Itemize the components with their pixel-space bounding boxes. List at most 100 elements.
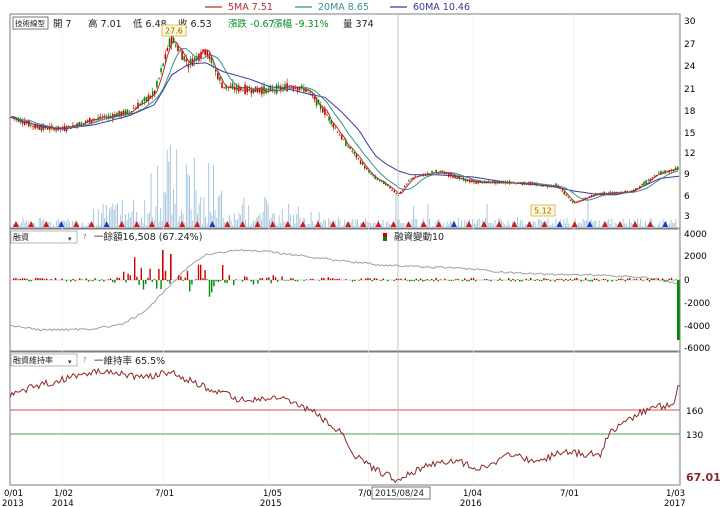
event-marker — [420, 221, 427, 227]
volume-bar — [48, 222, 50, 228]
volume-bar — [385, 222, 387, 228]
event-marker — [73, 221, 80, 227]
volume-bar — [614, 222, 616, 228]
help-icon[interactable]: ? — [83, 356, 87, 364]
candle-body — [181, 51, 183, 60]
margin-change-bar — [547, 279, 549, 280]
margin-change-bar — [21, 278, 24, 280]
volume-bar — [520, 219, 522, 228]
candle-body — [133, 108, 135, 110]
margin-change-bar — [604, 279, 607, 280]
volume-bar — [443, 222, 445, 228]
volume-bar — [171, 214, 173, 228]
candle-body — [334, 127, 337, 129]
margin-change-bar — [545, 278, 547, 280]
margin-tick: 4000 — [684, 230, 707, 240]
volume-bar — [283, 221, 285, 228]
margin-change-bar — [39, 278, 41, 280]
help-icon[interactable]: ? — [83, 233, 87, 241]
margin-change-bar — [490, 280, 492, 282]
volume-bar — [209, 211, 211, 228]
candle-body — [332, 123, 335, 128]
volume-bar — [270, 217, 272, 228]
volume-bar — [88, 222, 90, 228]
candle-body — [107, 115, 110, 118]
candle-body — [555, 183, 557, 186]
candle-body — [219, 77, 221, 81]
margin-change-label: 融資變動10 — [394, 231, 444, 243]
margin-change-bar — [336, 278, 338, 280]
volume-bar — [269, 220, 270, 228]
margin-change-bar — [30, 280, 32, 282]
margin-change-bar — [576, 277, 578, 280]
margin-change-bar — [448, 280, 450, 281]
volume-bar — [619, 226, 621, 228]
volume-bar — [230, 220, 232, 228]
margin-change-bar — [233, 280, 235, 286]
candle-body — [655, 174, 658, 176]
volume-bar — [352, 219, 354, 228]
candle-body — [250, 90, 253, 94]
margin-change-bar — [259, 278, 261, 280]
candle-body — [597, 193, 599, 195]
margin-y-axis: 4000 2000 0 -2000 -4000 -6000 — [684, 230, 710, 354]
volume-bar — [197, 214, 198, 228]
ratio-selector[interactable] — [10, 353, 78, 367]
volume-bar — [349, 226, 350, 228]
candle-body — [65, 127, 68, 132]
event-marker — [632, 221, 639, 227]
candle-body — [210, 57, 213, 64]
candle-body — [82, 123, 85, 124]
volume-bar — [373, 222, 374, 228]
volume-bar — [253, 220, 254, 228]
candle-body — [349, 146, 351, 149]
x-tick-year: 2014 — [52, 499, 74, 507]
volume-bar — [267, 204, 269, 228]
candle-body — [391, 189, 393, 191]
margin-change-bar — [46, 278, 48, 280]
volume-bar — [109, 208, 110, 228]
candle-body — [84, 121, 87, 123]
margin-change-bar — [422, 280, 424, 282]
volume-bar — [369, 222, 371, 228]
volume-bar — [342, 224, 344, 228]
x-tick: 0/01 — [4, 489, 23, 499]
volume-bar — [646, 224, 648, 228]
margin-change-bar — [160, 280, 162, 290]
volume-bar — [533, 220, 534, 228]
margin-change-bar — [646, 278, 648, 280]
volume-bar — [672, 222, 674, 228]
event-marker — [194, 221, 201, 227]
volume-bar — [261, 220, 262, 228]
margin-change-bar — [620, 278, 622, 280]
margin-change-bar — [488, 280, 490, 281]
margin-change-bar — [92, 280, 94, 282]
margin-selector-label: 融資 — [13, 232, 29, 242]
crosshair-date: 2015/08/24 — [375, 489, 424, 499]
price-selector[interactable] — [12, 16, 49, 30]
volume-bar — [550, 225, 552, 228]
volume-bar — [160, 208, 162, 228]
volume-bar — [72, 221, 74, 228]
margin-change-bar — [426, 279, 428, 280]
volume-bar — [472, 218, 474, 228]
volume-bar — [150, 173, 152, 228]
volume-bar — [83, 225, 85, 228]
volume-bar — [249, 225, 251, 228]
margin-change-bar — [635, 278, 637, 280]
volume-bar — [638, 223, 640, 228]
event-marker — [435, 221, 442, 227]
volume-bar — [294, 223, 296, 228]
volume-bar — [149, 212, 150, 228]
margin-change-bar — [534, 280, 536, 282]
margin-change-bar — [538, 280, 541, 281]
event-marker — [58, 221, 65, 227]
candle-body — [368, 170, 370, 173]
volume-bar — [213, 164, 214, 228]
candle-body — [298, 87, 301, 90]
margin-change-bar — [288, 280, 290, 281]
candle-body — [603, 191, 605, 195]
volume-bar — [134, 220, 136, 228]
margin-selector[interactable] — [10, 230, 78, 244]
candle-body — [393, 190, 395, 193]
